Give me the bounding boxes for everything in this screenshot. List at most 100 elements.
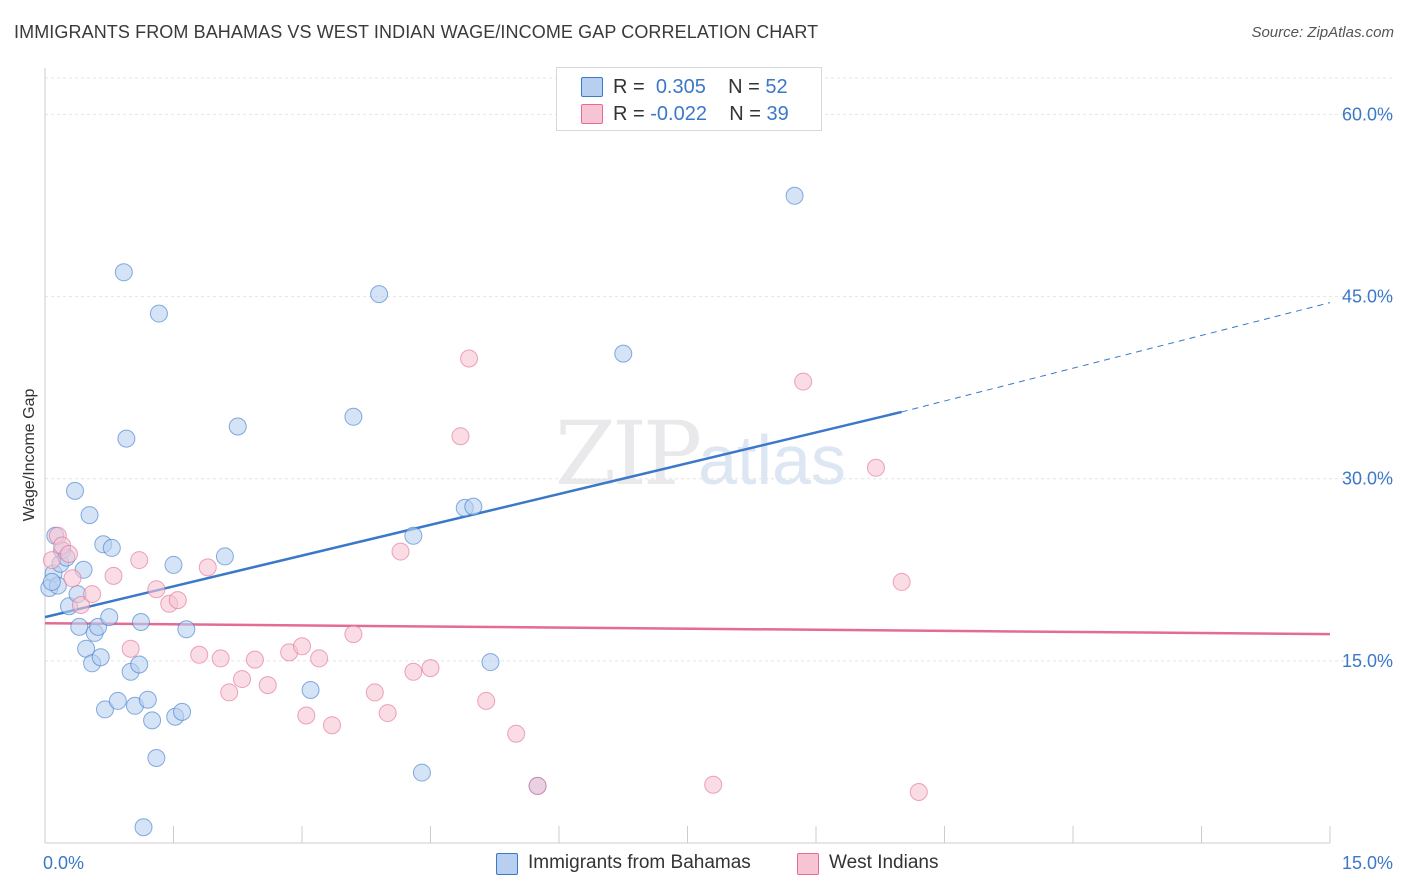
legend-r-label: R = <box>613 103 645 125</box>
legend-text-bahamas: R = 0.305 N = 52 <box>613 76 788 99</box>
point-west-indians <box>378 704 397 723</box>
point-bahamas <box>228 417 247 436</box>
legend-swatch-west-indians <box>797 853 819 875</box>
point-west-indians <box>233 670 252 689</box>
point-west-indians <box>704 775 723 794</box>
legend-swatch-bahamas <box>496 853 518 875</box>
stats-legend: R = 0.305 N = 52 R = -0.022 N = 39 <box>556 67 822 131</box>
y-tick-label: 30.0% <box>1342 469 1393 489</box>
watermark-atlas: atlas <box>698 421 846 499</box>
point-bahamas <box>164 555 183 574</box>
point-west-indians <box>794 372 813 391</box>
legend-n-value: 52 <box>765 76 788 98</box>
point-bahamas <box>614 344 633 363</box>
point-bahamas <box>80 506 99 525</box>
point-bahamas <box>114 263 133 282</box>
point-bahamas <box>131 613 150 631</box>
legend-n-label: N = <box>729 103 761 125</box>
point-bahamas <box>147 749 166 767</box>
point-bahamas <box>481 653 500 672</box>
point-bahamas <box>130 655 149 674</box>
tick-labels: 15.0% 30.0% 45.0% 60.0% 0.0% 15.0% <box>43 104 1393 873</box>
y-tick-label: 45.0% <box>1342 287 1393 307</box>
trend-line-bahamas-extension <box>901 302 1331 413</box>
point-bahamas <box>404 526 423 545</box>
point-west-indians <box>892 572 911 591</box>
x-tick-label: 15.0% <box>1342 853 1393 873</box>
point-west-indians <box>507 724 526 743</box>
axes <box>44 68 1331 844</box>
chart-title: IMMIGRANTS FROM BAHAMAS VS WEST INDIAN W… <box>14 22 819 42</box>
point-bahamas <box>95 700 114 719</box>
trend-lines <box>44 302 1331 636</box>
series-legend: Immigrants from Bahamas West Indians <box>0 852 1406 878</box>
point-west-indians <box>59 545 78 563</box>
point-west-indians <box>71 596 90 614</box>
chart-source: Source: ZipAtlas.com <box>1251 24 1394 41</box>
point-west-indians <box>477 691 496 710</box>
legend-label-west-indians: West Indians <box>829 852 939 873</box>
legend-label-bahamas: Immigrants from Bahamas <box>528 852 751 873</box>
point-west-indians <box>220 683 239 702</box>
point-west-indians <box>83 585 102 604</box>
point-bahamas <box>143 711 162 730</box>
legend-r-value: -0.022 <box>650 103 707 125</box>
point-bahamas <box>785 186 804 205</box>
data-points <box>40 186 928 837</box>
point-west-indians <box>909 783 928 801</box>
point-bahamas <box>108 691 127 710</box>
point-west-indians <box>322 716 341 735</box>
legend-text-west-indians: R = -0.022 N = 39 <box>613 103 789 126</box>
point-bahamas <box>91 648 110 667</box>
point-bahamas <box>65 481 84 500</box>
point-bahamas <box>215 547 234 566</box>
point-west-indians <box>147 580 166 599</box>
legend-n-value: 39 <box>766 103 789 125</box>
point-bahamas <box>301 681 320 699</box>
point-west-indians <box>528 776 547 795</box>
point-west-indians <box>258 676 277 695</box>
point-bahamas <box>134 818 153 837</box>
point-west-indians <box>168 591 187 610</box>
grid-lines <box>45 77 1395 662</box>
point-west-indians <box>198 558 217 577</box>
legend-r-label: R = <box>613 76 645 98</box>
point-west-indians <box>391 542 410 561</box>
point-west-indians <box>245 650 264 669</box>
point-west-indians <box>130 551 149 570</box>
y-tick-label: 15.0% <box>1342 651 1393 671</box>
point-bahamas <box>173 702 192 721</box>
trend-line-west-indians <box>44 621 1331 636</box>
legend-r-value: 0.305 <box>655 76 706 98</box>
point-west-indians <box>310 649 329 668</box>
point-bahamas <box>412 763 431 782</box>
point-bahamas <box>344 407 363 426</box>
point-bahamas <box>70 617 89 636</box>
point-west-indians <box>460 349 479 368</box>
point-west-indians <box>190 645 209 664</box>
point-bahamas <box>177 620 196 639</box>
legend-n-label: N = <box>728 76 760 98</box>
point-bahamas <box>100 608 119 627</box>
point-west-indians <box>293 637 311 656</box>
point-west-indians <box>866 458 885 477</box>
point-west-indians <box>404 662 423 681</box>
point-west-indians <box>121 639 140 658</box>
point-west-indians <box>451 427 470 446</box>
point-west-indians <box>297 706 316 725</box>
point-west-indians <box>365 683 384 702</box>
point-bahamas <box>117 429 136 448</box>
point-west-indians <box>211 649 230 668</box>
point-bahamas <box>138 690 157 709</box>
point-bahamas <box>149 304 168 323</box>
legend-swatch-bahamas <box>581 77 603 97</box>
point-bahamas <box>102 538 121 557</box>
x-tick-label: 0.0% <box>43 853 84 873</box>
y-tick-label: 60.0% <box>1342 104 1393 124</box>
point-west-indians <box>421 659 440 678</box>
point-west-indians <box>63 569 82 588</box>
point-west-indians <box>42 551 61 570</box>
point-west-indians <box>104 566 123 585</box>
point-bahamas <box>370 285 389 304</box>
